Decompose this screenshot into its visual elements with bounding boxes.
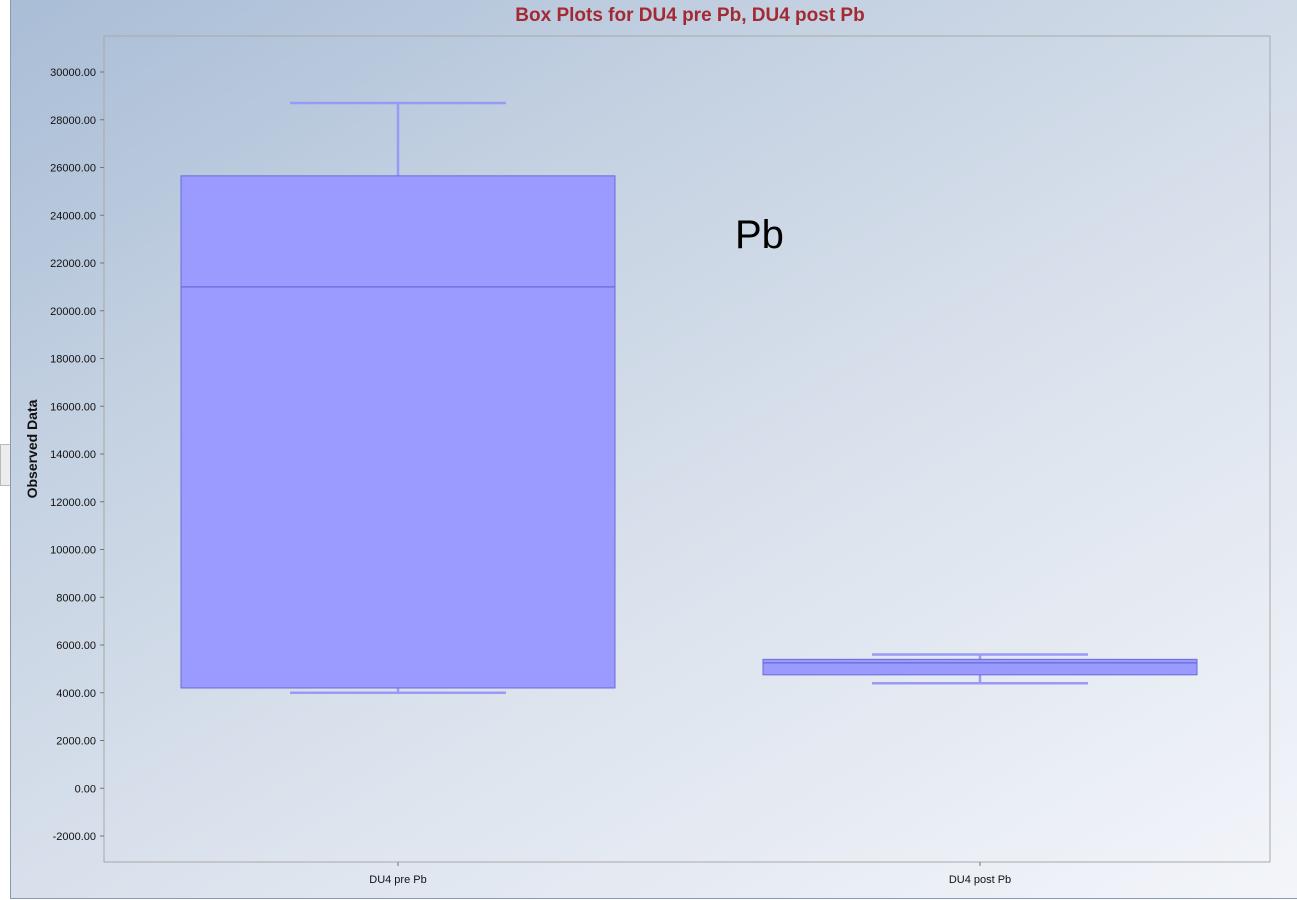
x-tick-label: DU4 pre Pb xyxy=(369,874,426,886)
x-axis-labels: DU4 pre Pb DU4 post Pb xyxy=(369,862,1011,886)
y-tick-label: 2000.00 xyxy=(56,736,96,748)
y-tick-label: 4000.00 xyxy=(56,688,96,700)
y-tick-label: 30000.00 xyxy=(50,67,96,79)
plot-area-border xyxy=(103,35,1271,863)
y-tick-label: 10000.00 xyxy=(50,545,96,557)
y-tick-label: 18000.00 xyxy=(50,354,96,366)
y-tick-label: -2000.00 xyxy=(53,831,96,843)
y-tick-label: 6000.00 xyxy=(56,640,96,652)
y-tick-label: 24000.00 xyxy=(50,210,96,222)
y-tick-label: 12000.00 xyxy=(50,497,96,509)
chart-annotation: Pb xyxy=(735,213,784,257)
y-tick-label: 22000.00 xyxy=(50,258,96,270)
y-tick-label: 0.00 xyxy=(75,783,96,795)
y-tick-label: 28000.00 xyxy=(50,115,96,127)
iqr-box xyxy=(180,175,616,689)
box-plot-du4-pre-pb xyxy=(180,101,616,694)
y-axis-label: Observed Data xyxy=(24,399,40,498)
box-plot-du4-post-pb xyxy=(762,653,1198,685)
x-tick-label: DU4 post Pb xyxy=(949,874,1011,886)
y-tick-label: 20000.00 xyxy=(50,306,96,318)
y-tick-label: 14000.00 xyxy=(50,449,96,461)
iqr-box xyxy=(762,658,1198,676)
y-tick-label: 8000.00 xyxy=(56,592,96,604)
y-tick-label: 26000.00 xyxy=(50,163,96,175)
y-axis-ticks: -2000.00 0.00 2000.00 4000.00 6000.00 8000.00… xyxy=(50,67,104,843)
box-plots xyxy=(180,101,1198,694)
y-tick-label: 16000.00 xyxy=(50,401,96,413)
chart-title: Box Plots for DU4 pre Pb, DU4 post Pb xyxy=(515,5,864,26)
